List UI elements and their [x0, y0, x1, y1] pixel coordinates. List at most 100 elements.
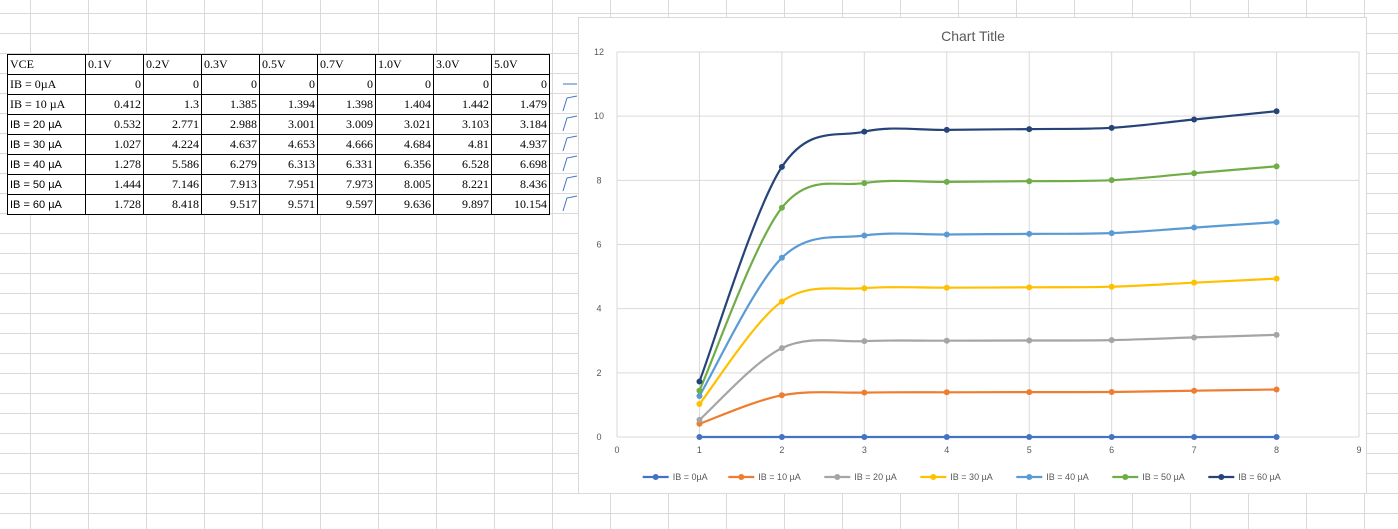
table-cell[interactable]: 0.412 [85, 94, 144, 115]
data-point[interactable] [943, 337, 950, 344]
table-cell[interactable]: 1.479 [491, 94, 550, 115]
series-4[interactable] [696, 275, 1280, 408]
table-cell[interactable]: 4.937 [491, 134, 550, 155]
table-cell[interactable]: 4.653 [259, 134, 318, 155]
series-line[interactable] [698, 110, 1277, 382]
data-point[interactable] [696, 387, 703, 394]
data-point[interactable] [1108, 177, 1115, 184]
data-point[interactable] [1191, 334, 1198, 341]
row-label-cell[interactable]: IB = 40 µA [7, 154, 86, 175]
data-point[interactable] [696, 378, 703, 385]
table-cell[interactable]: 2.988 [201, 114, 260, 135]
table-cell[interactable]: 1.385 [201, 94, 260, 115]
data-point[interactable] [1273, 434, 1280, 440]
table-cell[interactable]: 7.973 [317, 174, 376, 195]
table-cell[interactable]: 0 [375, 74, 434, 95]
table-cell[interactable]: 6.279 [201, 154, 260, 175]
table-cell[interactable]: 3.009 [317, 114, 376, 135]
table-cell[interactable]: 1.404 [375, 94, 434, 115]
table-cell[interactable]: 1.3 [143, 94, 202, 115]
chart-legend[interactable]: IB = 0µA IB = 10 µA IB = 20 µA IB = 30 µA IB… [642, 472, 1281, 482]
table-header-cell[interactable]: 3.0V [433, 54, 492, 75]
table-cell[interactable]: 8.436 [491, 174, 550, 195]
data-point[interactable] [1026, 389, 1033, 396]
table-header-cell[interactable]: 0.7V [317, 54, 376, 75]
data-point[interactable] [861, 389, 868, 396]
data-point[interactable] [1191, 224, 1198, 231]
data-point[interactable] [1191, 170, 1198, 177]
data-point[interactable] [1026, 434, 1033, 440]
data-point[interactable] [1191, 116, 1198, 123]
legend-entry[interactable]: IB = 60 µA [1208, 472, 1281, 482]
data-point[interactable] [861, 338, 868, 345]
table-header-cell[interactable]: 0.3V [201, 54, 260, 75]
data-point[interactable] [696, 401, 703, 408]
table-cell[interactable]: 4.666 [317, 134, 376, 155]
table-cell[interactable]: 3.184 [491, 114, 550, 135]
table-cell[interactable]: 6.313 [259, 154, 318, 175]
table-header-cell[interactable]: 0.2V [143, 54, 202, 75]
series-line[interactable] [699, 388, 1277, 425]
table-cell[interactable]: 8.221 [433, 174, 492, 195]
table-cell[interactable]: 9.897 [433, 194, 492, 215]
data-point[interactable] [778, 254, 785, 261]
data-point[interactable] [943, 178, 950, 185]
series-2[interactable] [696, 386, 1280, 427]
data-point[interactable] [1273, 331, 1280, 338]
table-cell[interactable]: 4.81 [433, 134, 492, 155]
legend-entry[interactable]: IB = 20 µA [824, 472, 897, 482]
data-point[interactable] [1273, 275, 1280, 282]
table-cell[interactable]: 7.913 [201, 174, 260, 195]
data-point[interactable] [1026, 178, 1033, 185]
table-cell[interactable]: 9.517 [201, 194, 260, 215]
series-1[interactable] [696, 434, 1280, 440]
table-cell[interactable]: 6.356 [375, 154, 434, 175]
table-cell[interactable]: 1.444 [85, 174, 144, 195]
data-point[interactable] [1026, 230, 1033, 237]
table-cell[interactable]: 1.278 [85, 154, 144, 175]
series-7[interactable] [696, 108, 1280, 385]
data-point[interactable] [861, 285, 868, 292]
series-6[interactable] [696, 163, 1280, 394]
data-point[interactable] [861, 128, 868, 135]
data-point[interactable] [943, 389, 950, 396]
table-cell[interactable]: 0 [317, 74, 376, 95]
data-point[interactable] [943, 231, 950, 238]
data-point[interactable] [1273, 108, 1280, 115]
table-cell[interactable]: 10.154 [491, 194, 550, 215]
data-point[interactable] [1191, 434, 1198, 440]
data-point[interactable] [1108, 337, 1115, 344]
table-header-cell[interactable]: 0.1V [85, 54, 144, 75]
data-point[interactable] [1191, 279, 1198, 286]
data-point[interactable] [943, 126, 950, 133]
table-cell[interactable]: 1.728 [85, 194, 144, 215]
data-point[interactable] [696, 392, 703, 399]
table-cell[interactable]: 7.146 [143, 174, 202, 195]
table-header-cell[interactable]: VCE [7, 54, 86, 75]
row-label-cell[interactable]: IB = 30 µA [7, 134, 86, 155]
table-cell[interactable]: 9.636 [375, 194, 434, 215]
row-label-cell[interactable]: IB = 0µA [7, 74, 86, 95]
table-cell[interactable]: 1.442 [433, 94, 492, 115]
data-point[interactable] [1108, 434, 1115, 440]
data-point[interactable] [696, 416, 703, 423]
row-label-cell[interactable]: IB = 50 µA [7, 174, 86, 195]
data-point[interactable] [1026, 126, 1033, 133]
legend-entry[interactable]: IB = 10 µA [728, 472, 801, 482]
table-cell[interactable]: 0.532 [85, 114, 144, 135]
chart-area[interactable]: Chart Title 0 2 4 6 8 10 12 0 1 2 3 4 5 6 7 8 9 IB = 0µA… [578, 17, 1367, 494]
table-cell[interactable]: 1.394 [259, 94, 318, 115]
data-point[interactable] [778, 163, 785, 170]
table-cell[interactable]: 5.586 [143, 154, 202, 175]
data-point[interactable] [1273, 386, 1280, 393]
chart-title[interactable]: Chart Title [941, 28, 1005, 44]
data-point[interactable] [778, 204, 785, 211]
row-label-cell[interactable]: IB = 60 µA [7, 194, 86, 215]
table-cell[interactable]: 8.005 [375, 174, 434, 195]
data-point[interactable] [1273, 219, 1280, 226]
table-cell[interactable]: 8.418 [143, 194, 202, 215]
data-point[interactable] [861, 180, 868, 187]
series-line[interactable] [698, 165, 1277, 392]
data-point[interactable] [696, 434, 703, 440]
table-header-cell[interactable]: 1.0V [375, 54, 434, 75]
